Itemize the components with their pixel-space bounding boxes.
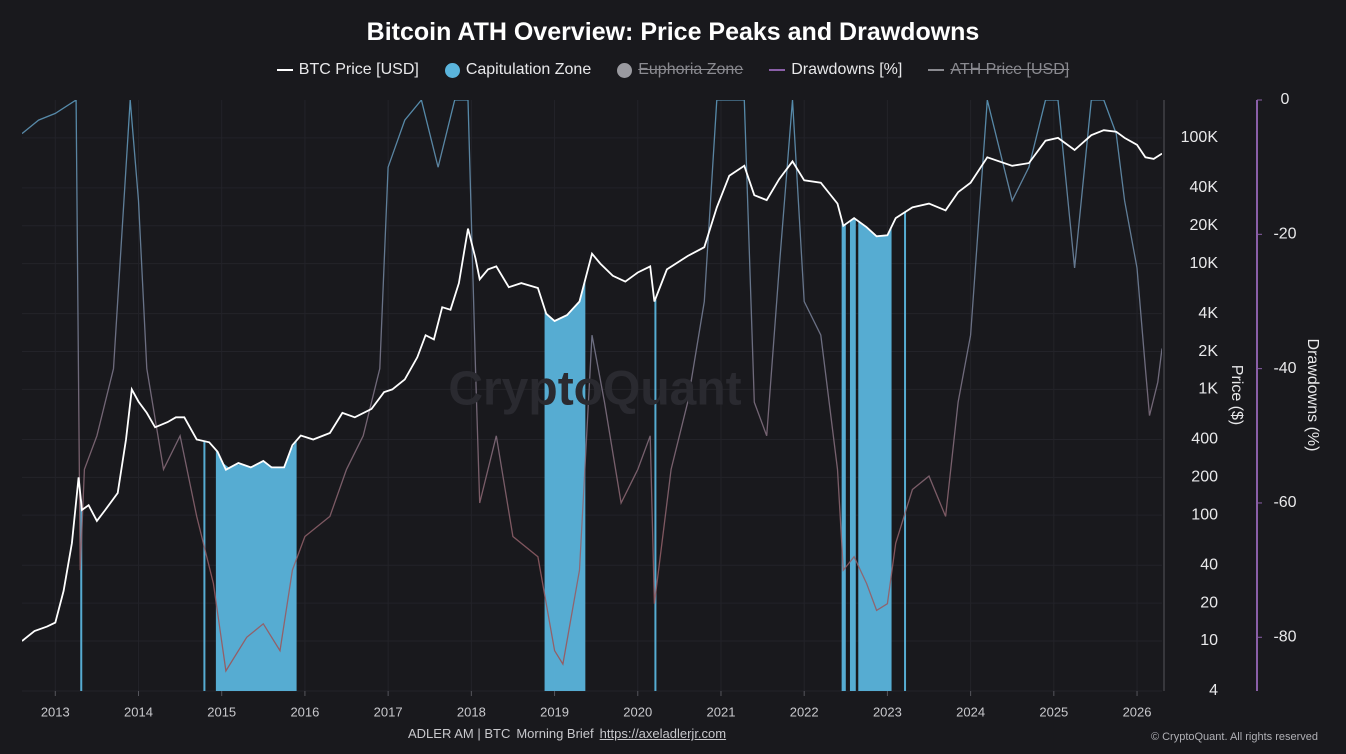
y-tick-label: 200 — [1191, 469, 1218, 486]
legend-swatch — [617, 62, 633, 78]
drawdown-line — [22, 100, 1162, 673]
y-tick-label: 100 — [1191, 506, 1218, 523]
legend-item[interactable]: BTC Price [USD] — [276, 61, 419, 79]
footer-middle: Morning Brief — [516, 726, 594, 741]
y-tick-label: 10K — [1190, 255, 1219, 272]
x-tick-label: 2018 — [457, 704, 486, 719]
y2-tick-label: 0 — [1281, 91, 1290, 108]
legend-item[interactable]: Capitulation Zone — [444, 61, 592, 79]
y2-axis-title: Drawdowns (%) — [1304, 339, 1321, 452]
legend-label: Capitulation Zone — [465, 61, 592, 78]
chart-title: Bitcoin ATH Overview: Price Peaks and Dr… — [366, 18, 980, 46]
y-tick-label: 20 — [1200, 594, 1218, 611]
y-axis-title: Price ($) — [1228, 365, 1245, 425]
x-tick-label: 2025 — [1039, 704, 1068, 719]
legend-label: Drawdowns [%] — [791, 61, 903, 78]
x-tick-label: 2014 — [124, 704, 153, 719]
y-tick-label: 1K — [1198, 381, 1218, 398]
capitulation-zone — [904, 212, 907, 692]
y-tick-label: 100K — [1181, 129, 1219, 146]
y-tick-label: 4K — [1198, 305, 1218, 322]
legend: BTC Price [USD] Capitulation Zone Euphoria… — [0, 61, 1346, 79]
legend-swatch — [769, 69, 786, 71]
watermark: CryptoQuant — [448, 363, 741, 416]
x-tick-label: 2019 — [540, 704, 569, 719]
x-tick-label: 2022 — [790, 704, 819, 719]
legend-item[interactable]: Euphoria Zone — [617, 61, 743, 79]
footer-left: ADLER AM | BTC — [408, 726, 511, 741]
x-tick-label: 2024 — [956, 704, 985, 719]
capitulation-zone — [203, 440, 206, 691]
y-tick-label: 40K — [1190, 179, 1219, 196]
x-tick-label: 2026 — [1123, 704, 1152, 719]
y2-tick-label: -40 — [1273, 360, 1296, 377]
y2-tick-label: -60 — [1273, 494, 1296, 511]
x-tick-label: 2021 — [707, 704, 736, 719]
x-tick-label: 2015 — [207, 704, 236, 719]
footer-link[interactable]: https://axeladlerjr.com — [599, 726, 727, 741]
price-line — [22, 129, 1162, 642]
legend-swatch — [928, 69, 945, 71]
y-tick-label: 20K — [1190, 217, 1219, 234]
y2-tick-label: -20 — [1273, 226, 1296, 243]
capitulation-zone — [841, 219, 846, 692]
x-tick-label: 2023 — [873, 704, 902, 719]
legend-label: BTC Price [USD] — [298, 61, 419, 78]
legend-swatch — [276, 69, 293, 71]
capitulation-zone — [215, 440, 297, 691]
y-tick-label: 10 — [1200, 632, 1218, 649]
capitulation-zone — [544, 279, 586, 691]
y-tick-label: 4 — [1209, 682, 1218, 699]
capitulation-zone — [654, 299, 657, 691]
legend-swatch — [444, 62, 460, 78]
x-tick-label: 2016 — [290, 704, 319, 719]
footer: ADLER AM | BTC Morning Brief https://axe… — [408, 726, 726, 741]
legend-label: ATH Price [USD] — [950, 61, 1070, 78]
y-tick-label: 2K — [1198, 343, 1218, 360]
x-tick-label: 2020 — [623, 704, 652, 719]
x-tick-label: 2013 — [41, 704, 70, 719]
y-tick-label: 400 — [1191, 431, 1218, 448]
y2-tick-label: -80 — [1273, 628, 1296, 645]
legend-label: Euphoria Zone — [638, 61, 744, 78]
capitulation-zone — [849, 218, 856, 691]
legend-item[interactable]: Drawdowns [%] — [769, 61, 902, 79]
copyright: © CryptoQuant. All rights reserved — [1150, 731, 1318, 743]
y-tick-label: 40 — [1200, 556, 1218, 573]
legend-item[interactable]: ATH Price [USD] — [928, 61, 1069, 79]
x-tick-label: 2017 — [374, 704, 403, 719]
capitulation-zone — [858, 221, 892, 692]
